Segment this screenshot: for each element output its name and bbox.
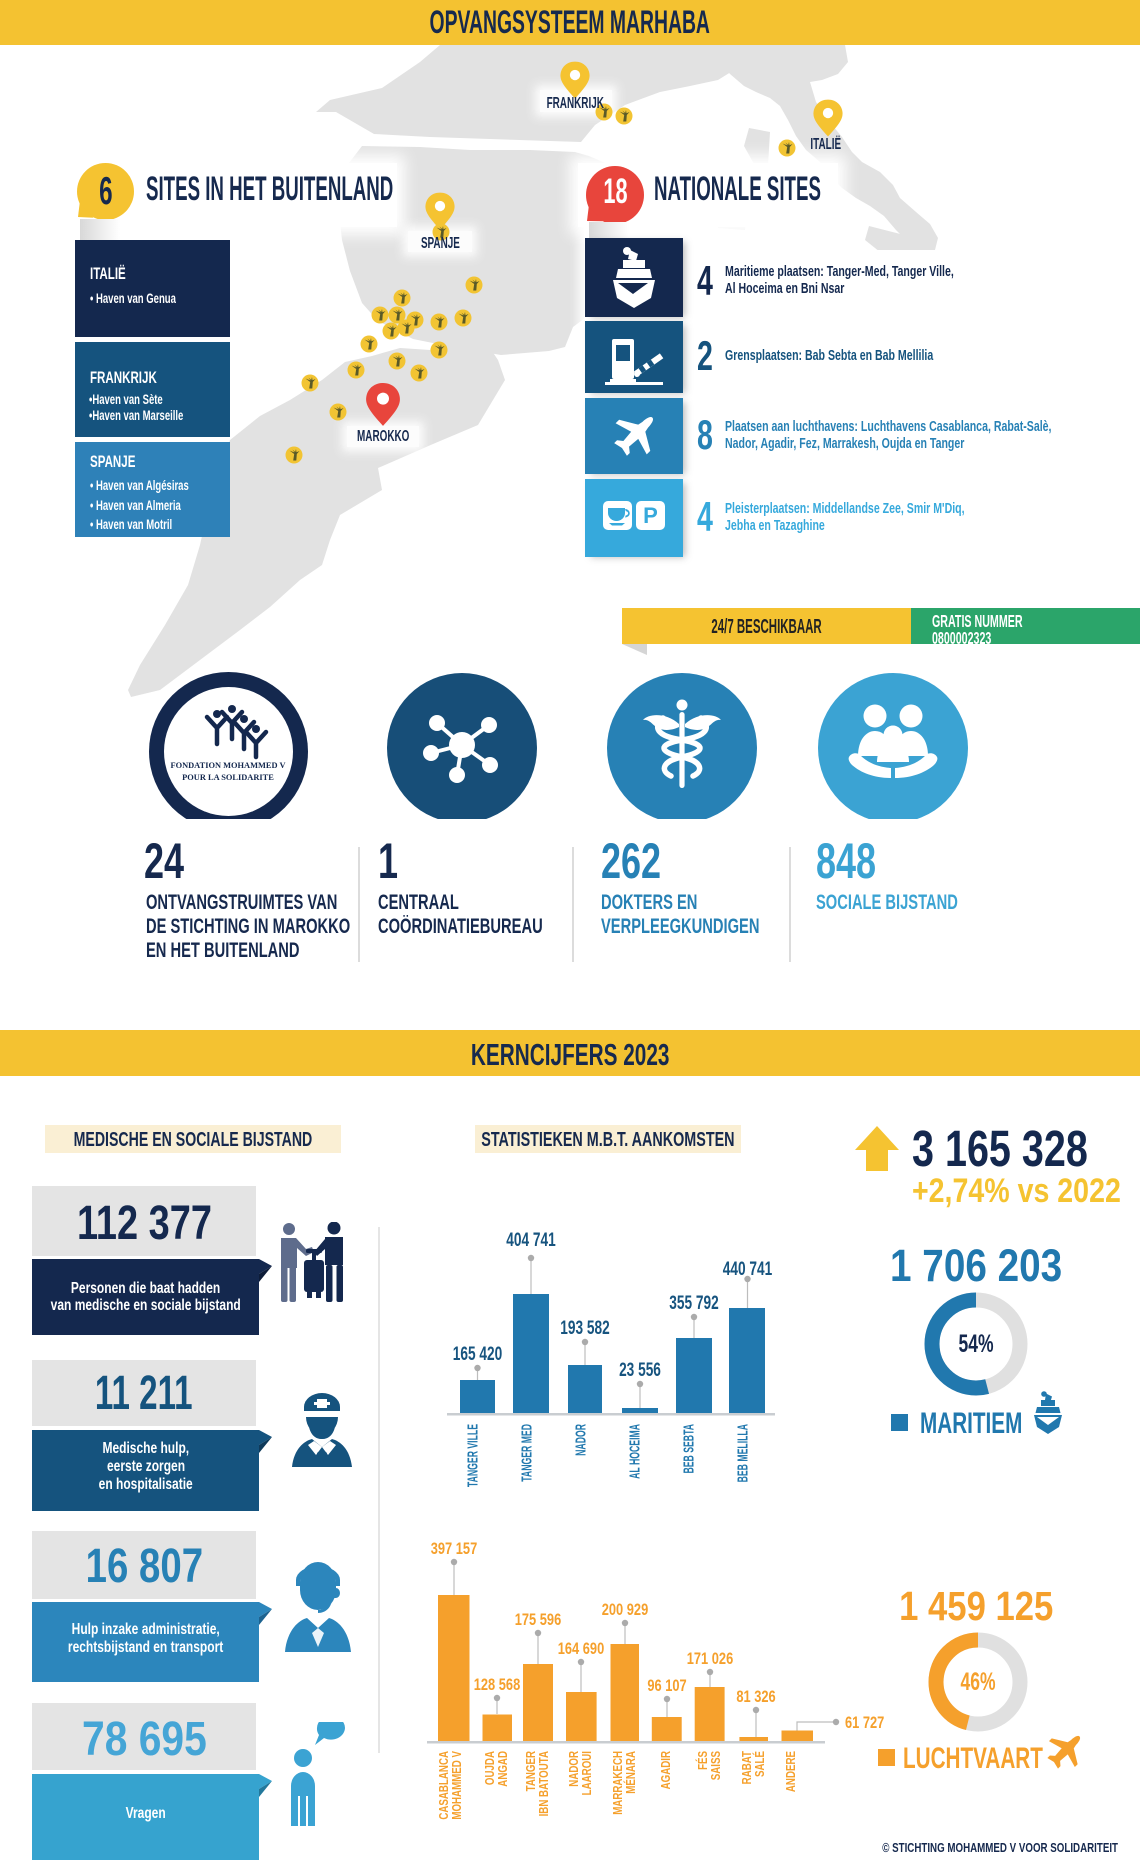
- svg-text:54%: 54%: [958, 1329, 993, 1358]
- svg-text:SAISS: SAISS: [710, 1751, 723, 1781]
- svg-text:NADOR: NADOR: [572, 1424, 589, 1456]
- svg-text:IBN BATOUTA: IBN BATOUTA: [538, 1751, 551, 1816]
- svg-text:46%: 46%: [960, 1667, 995, 1696]
- svg-text:POUR LA SOLIDARITE: POUR LA SOLIDARITE: [182, 773, 274, 782]
- svg-text:164 690: 164 690: [558, 1641, 604, 1659]
- svg-text:440 741: 440 741: [723, 1258, 772, 1280]
- svg-text:SALÉ: SALÉ: [753, 1751, 767, 1777]
- svg-text:FÉS: FÉS: [696, 1751, 710, 1770]
- svg-text:96 107: 96 107: [647, 1678, 686, 1696]
- svg-text:61 727: 61 727: [845, 1715, 884, 1733]
- svg-text:TANGER: TANGER: [525, 1751, 538, 1791]
- svg-text:OUJDA: OUJDA: [484, 1751, 497, 1785]
- svg-text:404 741: 404 741: [506, 1229, 555, 1251]
- svg-text:RABAT: RABAT: [741, 1751, 754, 1784]
- svg-text:355 792: 355 792: [669, 1292, 718, 1314]
- svg-text:FONDATION MOHAMMED V: FONDATION MOHAMMED V: [170, 761, 285, 770]
- svg-text:AGADIR: AGADIR: [660, 1751, 673, 1789]
- svg-text:200 929: 200 929: [602, 1602, 648, 1620]
- svg-text:193 582: 193 582: [560, 1317, 609, 1339]
- svg-text:MÉNARA: MÉNARA: [624, 1751, 638, 1794]
- svg-text:175 596: 175 596: [515, 1612, 561, 1630]
- svg-text:BEB MELILLA: BEB MELILLA: [734, 1424, 751, 1483]
- svg-text:ANDERE: ANDERE: [785, 1751, 798, 1793]
- svg-text:CASABLANCA: CASABLANCA: [438, 1751, 451, 1820]
- svg-text:BEB SEBTA: BEB SEBTA: [680, 1424, 697, 1474]
- svg-text:165 420: 165 420: [453, 1343, 502, 1365]
- svg-text:MOHAMMED V: MOHAMMED V: [451, 1751, 464, 1820]
- svg-text:397 157: 397 157: [431, 1541, 477, 1559]
- svg-text:P: P: [643, 503, 658, 528]
- svg-text:NADOR: NADOR: [568, 1751, 581, 1787]
- svg-text:81 326: 81 326: [736, 1689, 775, 1707]
- svg-text:TANGER VILLE: TANGER VILLE: [464, 1424, 481, 1487]
- svg-text:128 568: 128 568: [474, 1677, 520, 1695]
- svg-text:ANGAD: ANGAD: [497, 1751, 510, 1787]
- svg-text:LAAROUI: LAAROUI: [581, 1751, 594, 1795]
- svg-text:AL HOCEIMA: AL HOCEIMA: [626, 1424, 643, 1479]
- svg-text:171 026: 171 026: [687, 1651, 733, 1669]
- svg-text:23 556: 23 556: [619, 1359, 661, 1381]
- svg-text:MARRAKECH: MARRAKECH: [612, 1751, 625, 1815]
- svg-text:TANGER MED: TANGER MED: [518, 1424, 535, 1482]
